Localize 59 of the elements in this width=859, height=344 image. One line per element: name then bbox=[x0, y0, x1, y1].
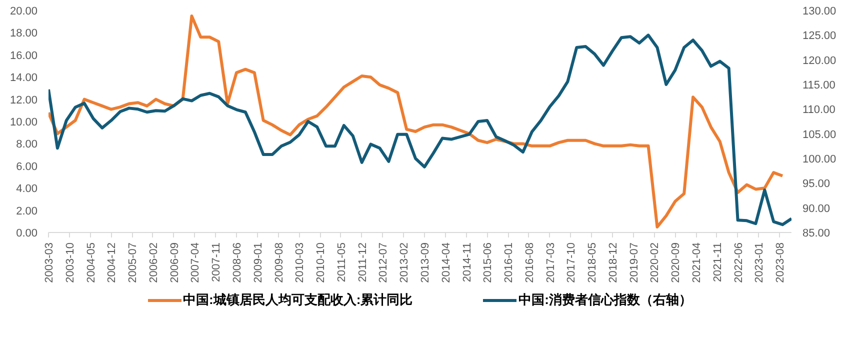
y-tick-label: 10.00 bbox=[10, 116, 38, 128]
y2-tick-label: 120.00 bbox=[802, 54, 836, 67]
y-tick-label: 18.00 bbox=[10, 28, 38, 40]
y2-tick-label: 105.00 bbox=[802, 128, 836, 141]
y2-tick-label: 110.00 bbox=[802, 104, 836, 116]
x-tick-label: 2004-05 bbox=[85, 242, 98, 283]
x-tick-label: 2019-07 bbox=[628, 242, 640, 283]
x-tick-label: 2018-12 bbox=[607, 242, 620, 283]
y2-tick-label: 85.00 bbox=[802, 228, 830, 240]
x-tick-label: 2004-12 bbox=[106, 242, 118, 283]
x-tick-label: 2018-05 bbox=[586, 242, 599, 283]
x-tick-label: 2003-03 bbox=[44, 242, 56, 283]
x-tick-label: 2010-03 bbox=[294, 242, 306, 283]
x-tick-label: 2006-02 bbox=[148, 242, 160, 283]
y-tick-label: 2.00 bbox=[16, 205, 38, 218]
x-tick-label: 2010-10 bbox=[315, 242, 328, 283]
x-tick-label: 2013-09 bbox=[419, 242, 432, 283]
y-tick-label: 20.00 bbox=[10, 6, 38, 18]
x-tick-label: 2015-06 bbox=[482, 242, 494, 283]
x-tick-label: 2012-07 bbox=[378, 242, 390, 283]
y-tick-label: 12.00 bbox=[10, 94, 38, 106]
x-tick-label: 2013-02 bbox=[398, 242, 411, 283]
x-tick-label: 2023-08 bbox=[774, 242, 787, 283]
x-tick-label: 2021-04 bbox=[691, 242, 704, 283]
x-tick-label: 2020-02 bbox=[649, 242, 662, 283]
x-tick-label: 2011-12 bbox=[356, 242, 369, 282]
x-tick-label: 2023-01 bbox=[754, 242, 766, 283]
y2-tick-label: 95.00 bbox=[802, 178, 830, 190]
x-tick-label: 2005-07 bbox=[127, 242, 140, 283]
y-tick-label: 4.00 bbox=[16, 183, 38, 196]
x-tick-label: 2009-01 bbox=[252, 242, 264, 283]
x-tick-label: 2017-10 bbox=[566, 242, 578, 283]
x-tick-label: 2016-01 bbox=[503, 242, 516, 283]
y2-tick-label: 115.00 bbox=[802, 80, 836, 92]
x-tick-label: 2022-06 bbox=[732, 242, 745, 283]
x-tick-label: 2007-11 bbox=[210, 242, 223, 282]
x-tick-label: 2021-11 bbox=[712, 242, 724, 282]
y-tick-label: 6.00 bbox=[16, 160, 38, 173]
x-tick-label: 2017-03 bbox=[544, 242, 557, 283]
x-tick-label: 2006-09 bbox=[168, 242, 181, 283]
x-tick-label: 2009-08 bbox=[273, 242, 286, 283]
x-tick-label: 2011-05 bbox=[336, 242, 348, 282]
y-tick-label: 0.00 bbox=[16, 228, 38, 240]
y-tick-label: 14.00 bbox=[10, 72, 38, 84]
y2-tick-label: 125.00 bbox=[802, 30, 836, 42]
y2-tick-label: 100.00 bbox=[802, 154, 836, 166]
y-tick-label: 8.00 bbox=[16, 138, 38, 151]
y-tick-label: 16.00 bbox=[10, 50, 38, 62]
x-tick-label: 2008-06 bbox=[231, 242, 244, 283]
legend-label: 中国:城镇居民人均可支配收入:累计同比 bbox=[182, 291, 413, 309]
x-tick-label: 2003-10 bbox=[64, 242, 76, 283]
legend-label: 中国:消费者信心指数（右轴） bbox=[518, 291, 692, 309]
y2-tick-label: 130.00 bbox=[802, 6, 836, 18]
x-tick-label: 2014-04 bbox=[440, 242, 452, 283]
y2-tick-label: 90.00 bbox=[802, 202, 830, 215]
x-tick-label: 2014-11 bbox=[461, 242, 474, 282]
x-tick-label: 2007-04 bbox=[190, 242, 202, 283]
x-tick-label: 2020-09 bbox=[670, 242, 682, 283]
x-tick-label: 2016-08 bbox=[524, 242, 536, 283]
